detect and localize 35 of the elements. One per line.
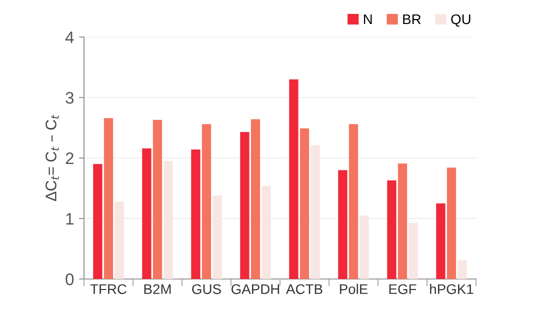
bar — [458, 260, 467, 279]
y-tick-label: 3 — [66, 92, 74, 104]
bar — [436, 203, 446, 279]
y-axis-title: ΔC$_{t}$= C$_{t}$ – C$_{t}$ — [46, 114, 59, 202]
bar — [152, 120, 162, 279]
bar — [104, 118, 114, 279]
bar — [191, 150, 200, 279]
y-tick-label: 0 — [66, 273, 74, 286]
bar — [338, 170, 348, 279]
legend-label: BR — [403, 14, 421, 24]
x-tick-label: hPGK1 — [430, 284, 474, 294]
y-tick-label: 1 — [66, 213, 74, 225]
x-tick-label: EGF — [389, 284, 416, 294]
bar — [408, 222, 418, 279]
x-tick-label: GAPDH — [232, 284, 280, 294]
bar — [348, 124, 358, 279]
legend-label: QU — [451, 14, 470, 27]
y-tick-label: 4 — [65, 32, 74, 44]
bar — [300, 128, 310, 279]
legend-label: N — [364, 14, 372, 24]
x-tick-label: GUS — [192, 284, 221, 294]
x-tick-label: PolE — [340, 284, 368, 294]
bar — [250, 119, 260, 279]
bar — [446, 168, 456, 279]
bar — [387, 180, 396, 279]
x-tick-label: B2M — [144, 284, 171, 294]
bar — [398, 163, 408, 279]
x-tick-label: TFRC — [90, 284, 126, 294]
bar — [240, 132, 250, 279]
bar — [289, 79, 298, 279]
x-tick-label: ACTB — [286, 284, 322, 294]
bar — [202, 124, 212, 279]
bar — [142, 148, 152, 279]
y-tick-label: 2 — [66, 152, 74, 164]
bar — [93, 164, 102, 279]
